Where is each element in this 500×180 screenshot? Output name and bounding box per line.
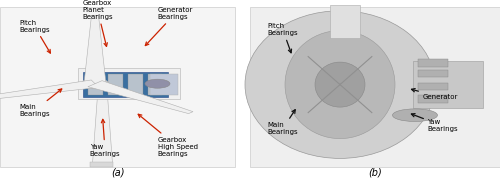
FancyBboxPatch shape xyxy=(418,83,448,90)
Ellipse shape xyxy=(315,62,365,107)
Polygon shape xyxy=(88,81,193,114)
Polygon shape xyxy=(90,162,112,167)
Text: Yaw
Bearings: Yaw Bearings xyxy=(412,114,458,132)
FancyBboxPatch shape xyxy=(250,7,500,167)
Polygon shape xyxy=(128,74,142,95)
FancyBboxPatch shape xyxy=(412,61,482,108)
Polygon shape xyxy=(84,15,106,84)
FancyBboxPatch shape xyxy=(0,7,235,167)
Polygon shape xyxy=(78,68,180,99)
Circle shape xyxy=(145,79,170,88)
Text: Gearbox
High Speed
Bearings: Gearbox High Speed Bearings xyxy=(138,114,198,157)
Text: Pitch
Bearings: Pitch Bearings xyxy=(268,23,298,53)
Polygon shape xyxy=(0,80,99,103)
Text: (a): (a) xyxy=(111,168,124,178)
Text: Generator: Generator xyxy=(412,89,458,100)
Polygon shape xyxy=(82,72,168,97)
Text: Pitch
Bearings: Pitch Bearings xyxy=(19,20,50,53)
Polygon shape xyxy=(330,5,360,38)
Polygon shape xyxy=(92,95,112,164)
Text: Main
Bearings: Main Bearings xyxy=(19,89,61,117)
Ellipse shape xyxy=(245,11,435,158)
Polygon shape xyxy=(88,74,102,95)
Text: (b): (b) xyxy=(368,168,382,178)
Text: Yaw
Bearings: Yaw Bearings xyxy=(90,119,120,157)
Circle shape xyxy=(81,79,109,89)
FancyBboxPatch shape xyxy=(418,59,448,67)
FancyBboxPatch shape xyxy=(418,70,448,77)
Ellipse shape xyxy=(392,109,438,122)
Ellipse shape xyxy=(285,31,395,139)
FancyBboxPatch shape xyxy=(418,95,448,103)
FancyBboxPatch shape xyxy=(150,74,178,95)
Polygon shape xyxy=(148,74,162,95)
Text: Gearbox
Planet
Bearings: Gearbox Planet Bearings xyxy=(82,0,113,46)
Text: Generator
Bearings: Generator Bearings xyxy=(146,7,193,46)
Polygon shape xyxy=(108,74,122,95)
Text: Main
Bearings: Main Bearings xyxy=(268,110,298,135)
